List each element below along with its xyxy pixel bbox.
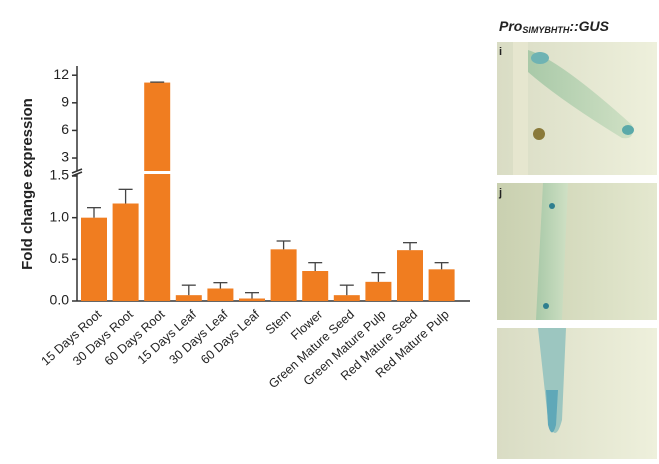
y-tick-label: 9 bbox=[61, 94, 69, 110]
y-tick-label: 0.0 bbox=[50, 292, 70, 308]
axis-break bbox=[71, 168, 83, 174]
panel-label-sub: SlMYBHTH bbox=[522, 25, 570, 35]
bar bbox=[239, 298, 265, 301]
bar bbox=[302, 271, 329, 301]
y-tick-label: 0.5 bbox=[50, 250, 70, 266]
bar-break bbox=[142, 171, 173, 174]
bar bbox=[207, 288, 234, 301]
panel-label-suffix: ::GUS bbox=[569, 18, 609, 34]
bar bbox=[397, 250, 423, 301]
bar bbox=[112, 203, 139, 301]
bar bbox=[144, 82, 171, 301]
bar bbox=[175, 295, 202, 301]
bar bbox=[270, 249, 297, 301]
panel-letter: i bbox=[499, 46, 502, 58]
bar bbox=[333, 295, 360, 301]
y-tick-label: 6 bbox=[61, 121, 69, 137]
panel-label-main: Pro bbox=[499, 18, 523, 34]
bar bbox=[81, 217, 107, 301]
photo-panels bbox=[497, 42, 657, 459]
bar bbox=[428, 269, 455, 301]
panel-letter: j bbox=[498, 187, 502, 199]
panel-label: ProSlMYBHTH::GUS bbox=[499, 18, 610, 36]
y-tick-label: 3 bbox=[61, 149, 69, 165]
y-tick-label: 1.0 bbox=[50, 208, 70, 224]
y-tick-label: 12 bbox=[53, 66, 69, 82]
y-tick-label: 1.5 bbox=[50, 167, 70, 183]
y-axis-label: Fold change expression bbox=[19, 98, 36, 270]
bar bbox=[365, 281, 392, 301]
